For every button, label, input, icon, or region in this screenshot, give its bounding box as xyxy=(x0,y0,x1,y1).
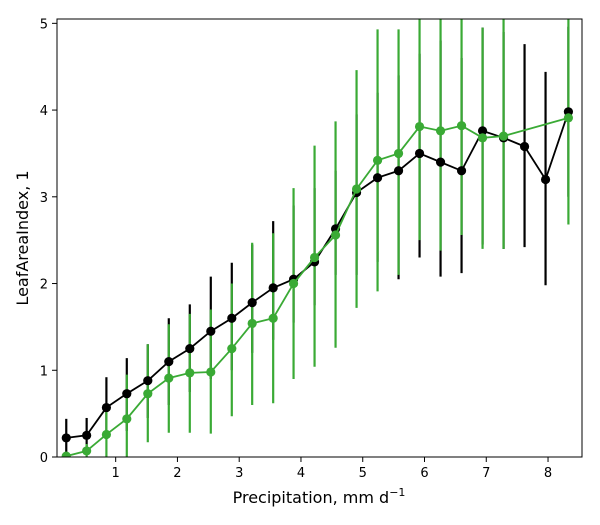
data-point xyxy=(61,433,71,443)
data-point xyxy=(227,343,237,354)
x-tick-label: 4 xyxy=(297,466,305,481)
data-point xyxy=(122,414,132,424)
x-tick-label: 2 xyxy=(173,466,181,481)
y-tick-label: 0 xyxy=(40,451,48,466)
x-tick-label: 5 xyxy=(359,466,367,481)
data-point xyxy=(164,373,174,383)
plot-area xyxy=(61,19,574,457)
x-tick-label: 3 xyxy=(235,466,243,481)
plot-frame xyxy=(56,18,583,458)
y-axis-label: LeafAreaIndex, 1 xyxy=(13,170,32,305)
data-point xyxy=(351,184,362,194)
data-point xyxy=(82,446,92,456)
data-point xyxy=(247,318,257,329)
data-point xyxy=(435,126,446,136)
data-point xyxy=(393,148,404,159)
data-point xyxy=(372,155,383,165)
x-tick-label: 6 xyxy=(420,466,428,481)
data-point xyxy=(143,376,153,386)
data-point xyxy=(477,133,488,143)
data-point xyxy=(101,402,112,413)
data-point xyxy=(206,326,216,336)
data-point xyxy=(143,389,153,399)
data-point xyxy=(498,131,509,141)
data-point xyxy=(372,173,383,183)
data-point xyxy=(268,283,278,293)
y-tick-label: 5 xyxy=(40,17,48,32)
x-axis: 1 2 3 4 5 6 7 8 xyxy=(112,457,552,481)
x-axis-label: Precipitation, mm d−1 xyxy=(233,486,406,507)
data-point xyxy=(456,121,467,131)
data-point xyxy=(247,298,257,308)
data-point xyxy=(185,368,195,378)
y-axis: 0 1 2 3 4 5 xyxy=(40,17,57,466)
data-point xyxy=(82,430,92,440)
y-tick-label: 2 xyxy=(40,278,48,293)
data-point xyxy=(540,174,551,185)
y-tick-label: 1 xyxy=(40,364,48,379)
data-point xyxy=(414,121,425,132)
data-point xyxy=(393,166,404,176)
data-point xyxy=(563,113,574,123)
data-point xyxy=(227,313,237,323)
x-tick-label: 8 xyxy=(544,466,552,481)
data-point xyxy=(435,157,446,167)
data-point xyxy=(101,429,112,440)
data-point xyxy=(164,356,174,367)
data-point xyxy=(456,166,467,176)
data-point xyxy=(477,126,488,136)
x-tick-label: 7 xyxy=(482,466,490,481)
data-point xyxy=(206,367,216,377)
data-point xyxy=(268,313,278,323)
series-2-line xyxy=(61,113,574,457)
data-point xyxy=(330,230,341,240)
data-point xyxy=(288,278,299,289)
data-point xyxy=(61,451,71,457)
y-tick-label: 4 xyxy=(40,104,48,119)
data-point xyxy=(185,343,195,354)
data-point xyxy=(519,141,530,152)
x-tick-label: 1 xyxy=(112,466,120,481)
data-point xyxy=(309,252,320,263)
data-point xyxy=(414,148,425,159)
y-tick-label: 3 xyxy=(40,191,48,206)
data-point xyxy=(122,389,132,399)
